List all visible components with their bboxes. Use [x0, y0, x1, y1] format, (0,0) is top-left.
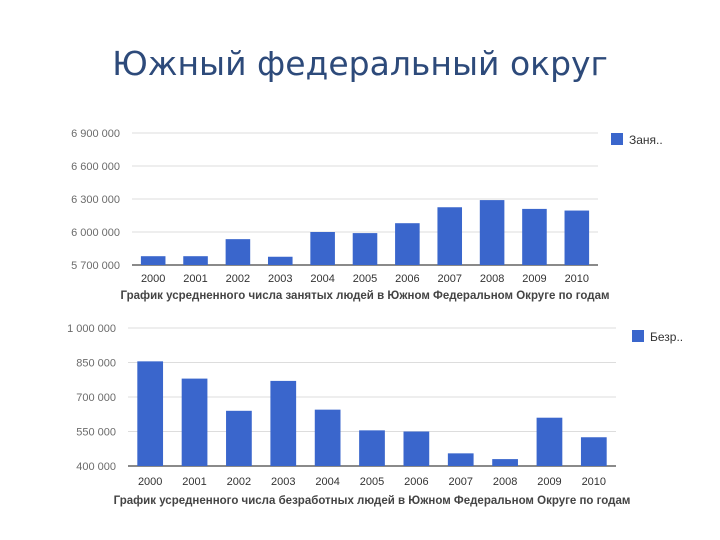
chart1-bar-2006[interactable]: [395, 223, 420, 265]
chart2-x-tick-label: 2009: [537, 476, 561, 488]
chart1-bar-2001[interactable]: [183, 256, 208, 265]
chart1-bar-2008[interactable]: [479, 200, 505, 265]
chart1-bar-2010[interactable]: [564, 210, 590, 265]
chart1-legend-swatch: [611, 133, 623, 145]
chart1-x-tick-label: 2001: [183, 273, 207, 285]
chart2-y-tick-label: 850 000: [76, 358, 116, 370]
chart1-y-tick-label: 6 000 000: [71, 227, 120, 239]
chart2-x-tick-label: 2003: [271, 476, 295, 488]
chart1-x-tick-label: 2003: [268, 273, 292, 285]
chart1-y-tick-label: 6 300 000: [71, 194, 120, 206]
chart2-x-tick-label: 2002: [227, 476, 251, 488]
chart1-x-tick-label: 2009: [522, 273, 546, 285]
chart1-bar-2004[interactable]: [310, 232, 335, 265]
chart2-x-tick-label: 2001: [182, 476, 206, 488]
chart1-x-tick-label: 2006: [395, 273, 419, 285]
chart2-y-tick-label: 400 000: [76, 461, 116, 473]
chart2-bar-2000[interactable]: [137, 361, 164, 466]
chart2-x-tick-label: 2007: [448, 476, 472, 488]
chart1-caption: График усредненного числа занятых людей …: [121, 290, 610, 302]
chart2-x-tick-label: 2005: [360, 476, 384, 488]
chart2-x-tick-label: 2010: [582, 476, 606, 488]
chart1-bar-2000[interactable]: [140, 256, 166, 265]
chart1-x-tick-label: 2005: [353, 273, 377, 285]
chart2-bar-2006[interactable]: [403, 431, 430, 467]
chart1-bar-2002[interactable]: [225, 239, 251, 265]
chart1-x-tick-label: 2007: [437, 273, 461, 285]
chart2-bar-2004[interactable]: [314, 409, 341, 466]
slide-title: Южный федеральный округ: [112, 44, 608, 83]
chart1-bar-2009[interactable]: [522, 208, 547, 265]
chart2-y-tick-label: 700 000: [76, 392, 116, 404]
chart2-bar-2009[interactable]: [536, 417, 563, 466]
chart2-legend-label: Безр..: [650, 330, 683, 344]
chart1-x-tick-label: 2002: [226, 273, 250, 285]
chart1-y-tick-label: 5 700 000: [71, 260, 120, 272]
chart2-bar-2001[interactable]: [181, 378, 208, 466]
chart2-x-tick-label: 2000: [138, 476, 162, 488]
chart1-bar-2007[interactable]: [437, 207, 463, 265]
chart2-x-tick-label: 2008: [493, 476, 517, 488]
chart1-y-tick-label: 6 900 000: [71, 128, 120, 140]
chart2-bar-2010[interactable]: [580, 437, 607, 466]
chart1-x-tick-label: 2004: [310, 273, 334, 285]
chart2-caption: График усредненного числа безработных лю…: [114, 495, 631, 507]
chart2-bar-2008[interactable]: [492, 459, 518, 466]
chart2-bar-2005[interactable]: [359, 430, 385, 466]
chart1-x-tick-label: 2000: [141, 273, 165, 285]
chart2-y-tick-label: 550 000: [76, 427, 116, 439]
chart1-y-tick-label: 6 600 000: [71, 161, 120, 173]
chart2-x-tick-label: 2004: [315, 476, 339, 488]
chart2-bar-2003[interactable]: [270, 380, 297, 466]
chart2-bar-2007[interactable]: [447, 453, 474, 466]
chart1-bar-2005[interactable]: [352, 233, 378, 265]
chart2-y-tick-label: 1 000 000: [67, 323, 116, 335]
chart2-x-tick-label: 2006: [404, 476, 428, 488]
chart1-legend-label: Заня..: [629, 133, 663, 147]
chart2-legend-swatch: [632, 330, 644, 342]
chart1-x-tick-label: 2010: [565, 273, 589, 285]
chart2-bar-2002[interactable]: [226, 410, 252, 466]
chart1-bar-2003[interactable]: [267, 256, 293, 265]
chart1-x-tick-label: 2008: [480, 273, 504, 285]
